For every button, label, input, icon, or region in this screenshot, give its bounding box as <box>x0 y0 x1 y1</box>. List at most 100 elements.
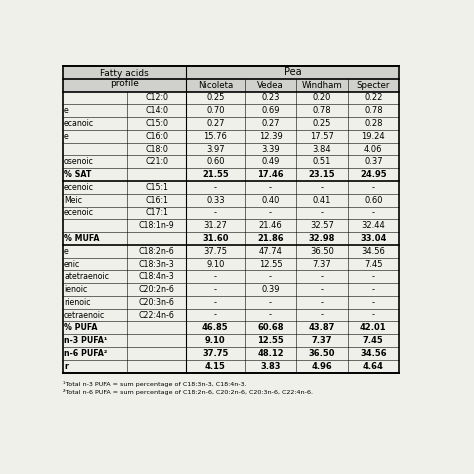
Text: 47.74: 47.74 <box>258 247 283 256</box>
Text: 9.10: 9.10 <box>205 336 226 345</box>
Text: C22:4n-6: C22:4n-6 <box>139 310 174 319</box>
Text: -: - <box>214 310 217 319</box>
Text: 42.01: 42.01 <box>360 323 387 332</box>
Text: -: - <box>269 209 272 218</box>
Text: 4.64: 4.64 <box>363 362 384 371</box>
Text: -: - <box>320 310 323 319</box>
Text: -: - <box>372 310 375 319</box>
Text: r: r <box>64 362 68 371</box>
Text: 3.97: 3.97 <box>206 145 225 154</box>
Text: 7.45: 7.45 <box>363 336 384 345</box>
Text: -: - <box>320 285 323 294</box>
Text: Windham: Windham <box>301 81 342 90</box>
Text: 46.85: 46.85 <box>202 323 228 332</box>
Text: 36.50: 36.50 <box>310 247 334 256</box>
Text: 0.27: 0.27 <box>206 119 225 128</box>
Text: 15.76: 15.76 <box>203 132 228 141</box>
Text: C18:0: C18:0 <box>145 145 168 154</box>
Text: 0.39: 0.39 <box>261 285 280 294</box>
Text: 0.37: 0.37 <box>364 157 383 166</box>
Text: 0.33: 0.33 <box>206 196 225 205</box>
Text: -: - <box>320 183 323 192</box>
Text: 3.84: 3.84 <box>312 145 331 154</box>
Text: 17.46: 17.46 <box>257 170 284 179</box>
Text: 0.78: 0.78 <box>364 106 383 115</box>
Text: e: e <box>64 132 69 141</box>
Text: cetraenoic: cetraenoic <box>64 310 105 319</box>
Text: 33.04: 33.04 <box>360 234 386 243</box>
Text: % PUFA: % PUFA <box>64 323 98 332</box>
Text: n-3 PUFA¹: n-3 PUFA¹ <box>64 336 108 345</box>
Text: osenoic: osenoic <box>64 157 94 166</box>
Text: ²Total n-6 PUFA = sum percentage of C18:2n-6, C20:2n-6, C20:3n-6, C22:4n-6.: ²Total n-6 PUFA = sum percentage of C18:… <box>63 389 313 395</box>
Text: ecenoic: ecenoic <box>64 209 94 218</box>
Text: ecanoic: ecanoic <box>64 119 94 128</box>
Text: 0.40: 0.40 <box>261 196 280 205</box>
Text: 23.15: 23.15 <box>309 170 335 179</box>
Text: Specter: Specter <box>356 81 390 90</box>
Text: Pea: Pea <box>284 67 301 77</box>
Text: C18:1n-9: C18:1n-9 <box>139 221 174 230</box>
Text: C15:0: C15:0 <box>145 119 168 128</box>
Text: C18:3n-3: C18:3n-3 <box>139 259 174 268</box>
Text: 0.20: 0.20 <box>313 93 331 102</box>
Text: 34.56: 34.56 <box>360 349 387 358</box>
Text: 43.87: 43.87 <box>309 323 335 332</box>
Text: -: - <box>372 298 375 307</box>
Text: 37.75: 37.75 <box>202 349 228 358</box>
Text: 0.49: 0.49 <box>261 157 280 166</box>
Text: C21:0: C21:0 <box>145 157 168 166</box>
Text: % SAT: % SAT <box>64 170 91 179</box>
Text: Fatty acids
profile: Fatty acids profile <box>100 69 149 89</box>
Text: 31.60: 31.60 <box>202 234 228 243</box>
Text: 12.55: 12.55 <box>257 336 284 345</box>
Text: -: - <box>372 183 375 192</box>
Text: atetraenoic: atetraenoic <box>64 272 109 281</box>
Text: 19.24: 19.24 <box>362 132 385 141</box>
Text: C15:1: C15:1 <box>145 183 168 192</box>
Text: C16:0: C16:0 <box>145 132 168 141</box>
Text: 32.98: 32.98 <box>309 234 335 243</box>
Text: e: e <box>64 106 69 115</box>
Text: 34.56: 34.56 <box>361 247 385 256</box>
Text: 0.78: 0.78 <box>312 106 331 115</box>
Text: 7.37: 7.37 <box>312 336 332 345</box>
Text: 0.60: 0.60 <box>364 196 383 205</box>
Text: 21.86: 21.86 <box>257 234 284 243</box>
Text: -: - <box>269 298 272 307</box>
Text: 48.12: 48.12 <box>257 349 284 358</box>
Text: 31.27: 31.27 <box>203 221 228 230</box>
Text: 24.95: 24.95 <box>360 170 387 179</box>
Text: ¹Total n-3 PUFA = sum percentage of C18:3n-3, C18:4n-3.: ¹Total n-3 PUFA = sum percentage of C18:… <box>63 381 246 387</box>
Text: 0.70: 0.70 <box>206 106 225 115</box>
Bar <box>63 66 399 79</box>
Text: C12:0: C12:0 <box>145 93 168 102</box>
Text: 0.41: 0.41 <box>313 196 331 205</box>
Text: 4.15: 4.15 <box>205 362 226 371</box>
Text: 0.23: 0.23 <box>261 93 280 102</box>
Text: 37.75: 37.75 <box>203 247 228 256</box>
Bar <box>63 79 399 91</box>
Text: 32.44: 32.44 <box>362 221 385 230</box>
Text: -: - <box>214 183 217 192</box>
Text: 12.39: 12.39 <box>259 132 283 141</box>
Text: -: - <box>269 310 272 319</box>
Text: -: - <box>214 272 217 281</box>
Text: 21.46: 21.46 <box>259 221 283 230</box>
Text: C20:2n-6: C20:2n-6 <box>139 285 174 294</box>
Text: 0.27: 0.27 <box>261 119 280 128</box>
Text: 0.51: 0.51 <box>313 157 331 166</box>
Text: n-6 PUFA²: n-6 PUFA² <box>64 349 107 358</box>
Text: % MUFA: % MUFA <box>64 234 100 243</box>
Text: 12.55: 12.55 <box>259 259 283 268</box>
Text: rienoic: rienoic <box>64 298 91 307</box>
Text: 0.25: 0.25 <box>313 119 331 128</box>
Text: Vedea: Vedea <box>257 81 284 90</box>
Text: 7.37: 7.37 <box>312 259 331 268</box>
Text: C17:1: C17:1 <box>145 209 168 218</box>
Text: C18:2n-6: C18:2n-6 <box>139 247 174 256</box>
Text: -: - <box>320 298 323 307</box>
Text: 0.22: 0.22 <box>364 93 383 102</box>
Text: -: - <box>372 209 375 218</box>
Text: -: - <box>269 183 272 192</box>
